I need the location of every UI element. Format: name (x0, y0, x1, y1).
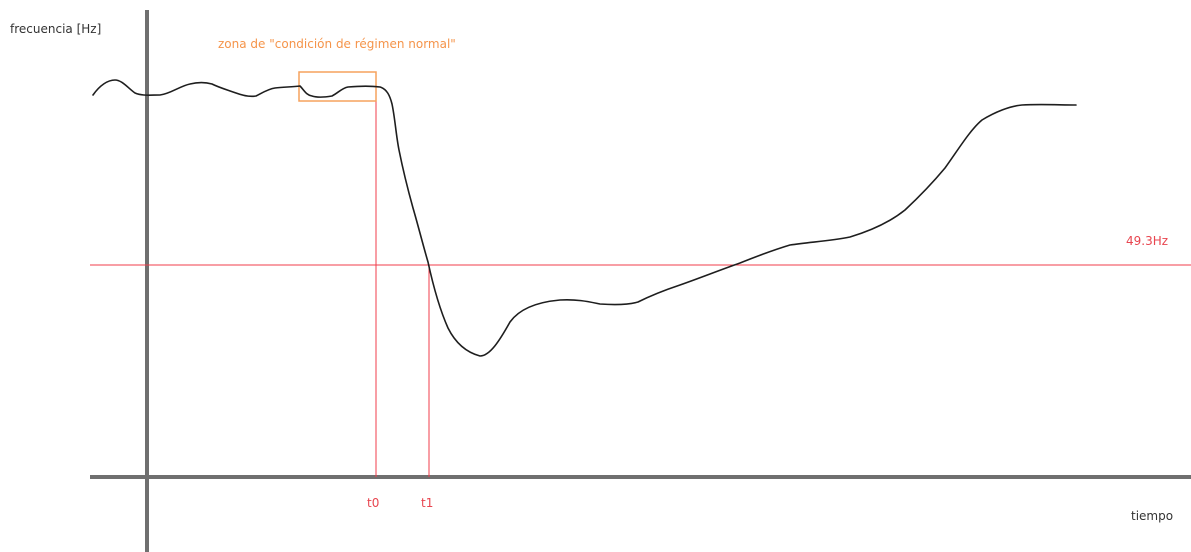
t0-label: t0 (367, 496, 379, 510)
frequency-curve (92, 79, 1077, 357)
zone-label: zona de "condición de régimen normal" (218, 37, 456, 51)
x-axis-label: tiempo (1131, 509, 1173, 523)
t1-label: t1 (421, 496, 433, 510)
threshold-label: 49.3Hz (1126, 234, 1168, 248)
y-axis-label: frecuencia [Hz] (10, 22, 101, 36)
